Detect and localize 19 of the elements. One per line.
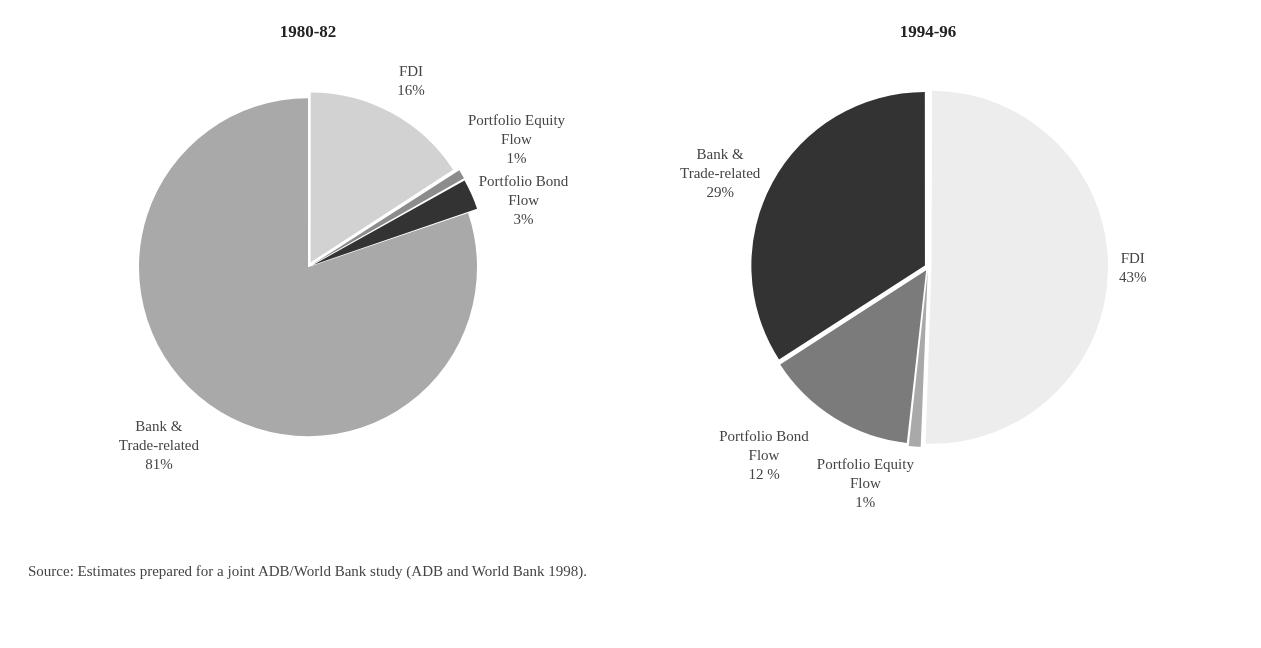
data-label: 81%: [145, 455, 173, 472]
chart-title: 1994-96: [899, 21, 957, 41]
data-label: 1%: [506, 149, 527, 166]
slice-label: Bank & Trade-related: [680, 145, 761, 181]
data-label: 16%: [397, 82, 425, 99]
slice-label: FDI: [1120, 250, 1145, 267]
slice-label: FDI: [398, 63, 424, 80]
data-label: 1%: [855, 494, 876, 511]
source-note: Source: Estimates prepared for a joint ADB/World Bank study (ADB and World Bank 1998).: [28, 563, 587, 580]
slice-label: Portfolio Equity Flow: [467, 111, 566, 147]
chart-title: 1980-82: [279, 21, 337, 41]
slice-label: Portfolio Equity Flow: [816, 456, 915, 492]
data-label: 43%: [1118, 269, 1147, 286]
slice-label: Bank & Trade-related: [118, 417, 200, 453]
data-label: 12 %: [748, 466, 780, 483]
data-label: 29%: [706, 183, 734, 200]
data-label: 3%: [513, 210, 534, 227]
slice-label: Portfolio Bond Flow: [719, 428, 810, 464]
slice-label: Portfolio Bond Flow: [478, 172, 569, 208]
